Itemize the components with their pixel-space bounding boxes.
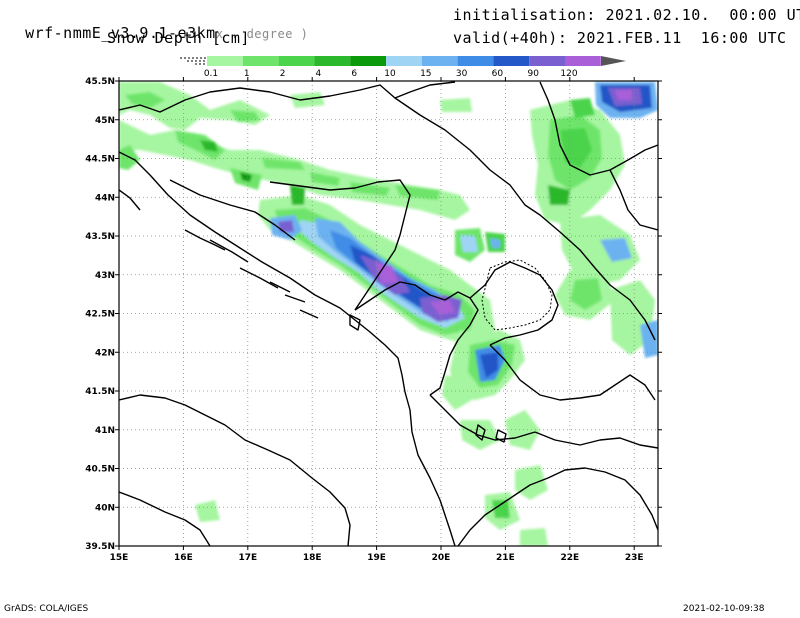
model-suffix: x . degree ) xyxy=(215,27,309,41)
legend-label: 10 xyxy=(384,69,396,79)
lat-label: 41.5N xyxy=(85,387,115,397)
legend-swatch xyxy=(278,56,315,66)
legend-label: 120 xyxy=(560,69,577,79)
init-time: initialisation: 2021.02.10. 00:00 UTC xyxy=(453,6,800,24)
legend-label: 4 xyxy=(316,69,322,79)
lon-label: 22E xyxy=(560,553,579,563)
legend-swatch xyxy=(350,56,386,66)
legend-label: 1 xyxy=(244,69,250,79)
lat-label: 40N xyxy=(95,503,115,513)
legend-swatch xyxy=(493,56,530,66)
legend-label: 0.1 xyxy=(204,69,218,79)
legend-label: 15 xyxy=(420,69,431,79)
valid-time: valid(+40h): 2021.FEB.11 16:00 UTC xyxy=(453,29,787,47)
model-name: wrf-nmmE_v3.9.1-e3km xyxy=(25,24,216,42)
plot-area xyxy=(119,81,658,546)
longitude-labels: 15E 16E 17E 18E 19E 20E 21E 22E 23E xyxy=(110,553,644,563)
lat-label: 43.5N xyxy=(85,232,115,242)
lat-label: 41N xyxy=(95,426,115,436)
footer-credit: GrADS: COLA/IGES xyxy=(4,604,89,614)
lon-label: 21E xyxy=(496,553,515,563)
legend-label: 60 xyxy=(492,69,504,79)
legend-label: 6 xyxy=(351,69,357,79)
color-legend: 0.1 1 2 4 6 10 15 30 60 90 120 xyxy=(180,56,626,79)
footer-timestamp: 2021-02-10-09:38 xyxy=(683,604,765,614)
snow-shading xyxy=(119,82,658,546)
legend-swatch xyxy=(314,56,351,66)
lon-label: 15E xyxy=(110,553,129,563)
legend-label: 2 xyxy=(280,69,286,79)
legend-lower-arrow-icon xyxy=(180,57,207,65)
coastlines-borders xyxy=(119,81,658,546)
axis-ticks xyxy=(115,77,662,550)
lon-label: 18E xyxy=(303,553,322,563)
lat-label: 42.5N xyxy=(85,310,115,320)
lon-label: 23E xyxy=(625,553,644,563)
kosovo-border xyxy=(481,259,553,331)
lat-label: 44N xyxy=(95,193,115,203)
legend-swatch xyxy=(386,56,422,66)
lat-label: 42N xyxy=(95,348,115,358)
field-title: Snow Depth [cm] xyxy=(107,29,250,47)
legend-arrow-icon xyxy=(601,56,626,66)
legend-swatch xyxy=(242,56,279,66)
legend-label: 90 xyxy=(527,69,539,79)
lon-label: 16E xyxy=(174,553,193,563)
lat-label: 40.5N xyxy=(85,465,115,475)
lon-label: 19E xyxy=(367,553,386,563)
legend-swatch xyxy=(457,56,494,66)
lat-label: 44.5N xyxy=(85,155,115,165)
lon-label: 20E xyxy=(432,553,451,563)
graticule xyxy=(119,81,658,546)
legend-swatch xyxy=(207,56,243,66)
lat-label: 39.5N xyxy=(85,542,115,552)
legend-swatch xyxy=(565,56,601,66)
lat-label: 45N xyxy=(95,116,115,126)
legend-label: 30 xyxy=(456,69,468,79)
model-title: wrf-nmmE_v3.9.1-e3kmx . degree ) xyxy=(6,6,308,42)
legend-swatch xyxy=(529,56,565,66)
lon-label: 17E xyxy=(238,553,257,563)
lat-label: 45.5N xyxy=(85,77,115,87)
lat-label: 43N xyxy=(95,271,115,281)
latitude-labels: 45.5N 45N 44.5N 44N 43.5N 43N 42.5N 42N 41.5N 41N… xyxy=(85,77,115,552)
legend-swatch xyxy=(421,56,458,66)
